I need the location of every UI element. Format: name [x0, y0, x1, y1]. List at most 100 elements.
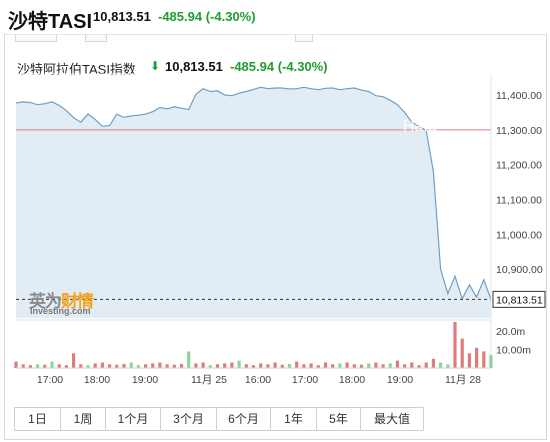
period-button-5[interactable]: 1年: [271, 408, 317, 430]
logo-cn-part1: 英为: [29, 292, 62, 311]
volume-bar: [194, 363, 198, 368]
x-tick-label: 17:00: [292, 374, 318, 386]
header-price: 10,813.51: [93, 9, 151, 24]
x-tick-label: 19:00: [387, 374, 413, 386]
volume-bar: [482, 351, 486, 368]
volume-bar: [79, 364, 83, 368]
logo-cn-part2: 财情: [61, 292, 94, 311]
volume-bar: [165, 364, 169, 368]
volume-bar: [273, 362, 277, 368]
volume-bar: [316, 365, 320, 368]
tab-edge[interactable]: [15, 35, 57, 42]
volume-bar: [359, 364, 364, 368]
tab-edge[interactable]: [85, 35, 107, 42]
volume-bar: [251, 365, 256, 368]
tab-edge[interactable]: [295, 35, 313, 42]
volume-bar: [237, 360, 241, 368]
y-tick-label: 11,400.00: [496, 90, 542, 102]
index-price: 10,813.51: [165, 59, 223, 74]
volume-bar: [36, 364, 40, 368]
page-header: 沙特TASI 10,813.51 -485.94 (-4.30%): [0, 0, 550, 34]
volume-bar: [388, 363, 392, 368]
volume-bar: [144, 364, 148, 368]
volume-bar: [43, 364, 47, 368]
x-tick-label: 11月 25: [191, 374, 227, 386]
last-price-label: 10,813.51: [496, 294, 543, 306]
volume-bar: [244, 364, 248, 368]
volume-bar: [158, 362, 162, 368]
volume-bar: [215, 364, 220, 368]
header-change-pct: (-4.30%): [205, 9, 256, 24]
volume-bar: [136, 365, 140, 368]
volume-bar: [367, 363, 371, 368]
volume-bar: [309, 363, 313, 368]
y-tick-label: 11,300.00: [496, 125, 542, 137]
volume-bar: [108, 364, 112, 368]
volume-bar: [50, 361, 54, 368]
index-change: -485.94 (-4.30%): [230, 59, 328, 74]
volume-tick-label: 20.0m: [496, 326, 525, 338]
volume-bar: [431, 358, 435, 368]
volume-tick-label: 10.00m: [496, 345, 531, 357]
volume-bar: [489, 355, 493, 368]
volume-bar: [424, 362, 428, 368]
volume-bar: [331, 364, 335, 368]
volume-bar: [115, 364, 119, 368]
volume-bar: [266, 364, 270, 368]
volume-bar: [172, 364, 176, 368]
volume-bar: [287, 364, 292, 368]
volume-bar: [338, 363, 342, 368]
down-arrow-icon: ⬇: [150, 59, 161, 73]
volume-bar: [100, 362, 104, 368]
volume-bar: [381, 364, 385, 368]
index-change-pct: (-4.30%): [277, 59, 328, 74]
volume-bar: [201, 362, 205, 368]
volume-bar: [302, 364, 306, 368]
hidden-tab-strip: [5, 35, 546, 42]
logo-english: Investing.com: [30, 306, 91, 316]
page-title: 沙特TASI: [8, 11, 93, 33]
volume-bar: [395, 360, 399, 368]
index-change-value: -485.94: [230, 59, 275, 74]
period-selector: 1日 1周 1个月 3个月 6个月 1年 5年 最大值: [14, 407, 424, 431]
period-button-7[interactable]: 最大值: [361, 408, 423, 430]
header-change-value: -485.94: [158, 9, 203, 24]
volume-bar: [352, 364, 356, 368]
volume-bar: [72, 353, 76, 368]
chart-widget: 沙特阿拉伯TASI指数 ⬇ 10,813.51 -485.94 (-4.30%): [4, 34, 547, 440]
volume-bar: [86, 365, 90, 368]
period-button-2[interactable]: 1个月: [106, 408, 161, 430]
investing-logo: 英为财情 Investing.com: [29, 287, 99, 317]
volume-bar: [64, 365, 68, 368]
volume-bar: [410, 362, 414, 368]
y-tick-label: 11,200.00: [496, 160, 542, 172]
x-tick-label: 17:00: [37, 374, 63, 386]
volume-bar: [230, 362, 234, 368]
volume-bar: [323, 362, 328, 368]
volume-bar: [187, 351, 191, 368]
volume-bar: [417, 365, 421, 368]
header-change: -485.94 (-4.30%): [158, 9, 256, 24]
volume-bar: [453, 322, 457, 368]
y-tick-label: 11,000.00: [496, 229, 542, 241]
x-tick-label: 19:00: [132, 374, 158, 386]
period-button-3[interactable]: 3个月: [161, 408, 217, 430]
period-button-1[interactable]: 1周: [61, 408, 106, 430]
volume-bar: [460, 338, 464, 368]
volume-bar: [475, 347, 479, 368]
period-button-6[interactable]: 5年: [317, 408, 361, 430]
index-name: 沙特阿拉伯TASI指数: [17, 62, 136, 77]
y-tick-label: 11,100.00: [496, 195, 542, 207]
period-button-0[interactable]: 1日: [15, 408, 61, 430]
volume-bar: [179, 364, 184, 368]
volume-bar: [122, 364, 126, 368]
chart-header: 沙特阿拉伯TASI指数 ⬇ 10,813.51 -485.94 (-4.30%): [9, 57, 539, 77]
volume-bar: [439, 362, 443, 368]
volume-bar: [208, 365, 212, 368]
volume-bar: [259, 363, 263, 368]
watermark-text: Hata: [403, 118, 437, 135]
period-button-4[interactable]: 6个月: [217, 408, 271, 430]
x-tick-label: 18:00: [339, 374, 365, 386]
volume-bar: [14, 361, 18, 368]
